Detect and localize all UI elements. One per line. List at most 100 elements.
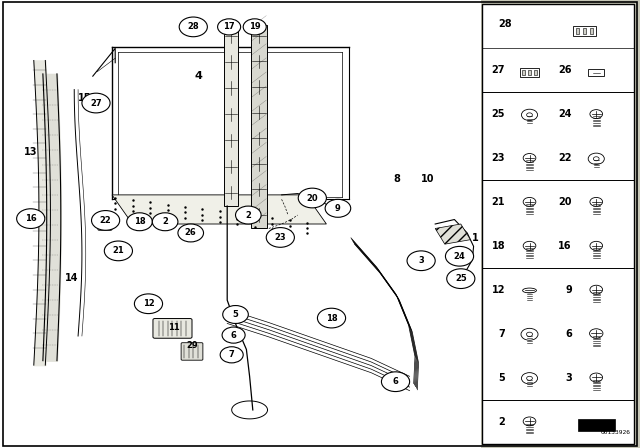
Bar [576, 28, 579, 34]
Circle shape [407, 251, 435, 271]
Text: 29: 29 [186, 341, 198, 350]
FancyBboxPatch shape [153, 319, 192, 338]
Text: 26: 26 [559, 65, 572, 75]
Circle shape [522, 373, 538, 384]
Text: 5: 5 [232, 310, 239, 319]
Circle shape [527, 332, 532, 336]
Bar [534, 70, 537, 75]
Circle shape [82, 93, 110, 113]
Circle shape [522, 109, 538, 121]
Circle shape [381, 372, 410, 392]
Text: 21: 21 [113, 246, 124, 255]
Circle shape [445, 246, 474, 266]
Ellipse shape [523, 288, 536, 293]
Bar [522, 70, 525, 75]
Bar [482, 4, 634, 444]
Polygon shape [112, 195, 326, 224]
Text: 10: 10 [420, 174, 435, 184]
Circle shape [521, 328, 538, 340]
Circle shape [223, 306, 248, 323]
Text: 2: 2 [162, 217, 168, 226]
Bar [224, 25, 238, 206]
Text: 2: 2 [499, 417, 505, 426]
Circle shape [527, 113, 532, 117]
Text: 14: 14 [65, 273, 79, 283]
Text: 23: 23 [492, 153, 505, 163]
Text: 8: 8 [394, 174, 400, 184]
Text: 28: 28 [188, 22, 199, 31]
Circle shape [325, 199, 351, 217]
Circle shape [92, 211, 120, 230]
Text: 1: 1 [472, 233, 479, 243]
Text: 16: 16 [559, 241, 572, 251]
Circle shape [298, 188, 326, 208]
Text: 25: 25 [492, 109, 505, 119]
Circle shape [134, 294, 163, 314]
FancyBboxPatch shape [181, 343, 203, 360]
Text: 7: 7 [229, 350, 234, 359]
Bar [583, 28, 586, 34]
Circle shape [523, 198, 536, 207]
Text: 23: 23 [275, 233, 286, 242]
Circle shape [590, 110, 603, 118]
Circle shape [593, 157, 599, 161]
Circle shape [317, 308, 346, 328]
Text: 11: 11 [168, 323, 180, 332]
Circle shape [218, 19, 241, 35]
Text: 15: 15 [78, 93, 92, 103]
Circle shape [222, 327, 245, 343]
Text: 24: 24 [454, 252, 465, 261]
Circle shape [590, 241, 603, 250]
Circle shape [447, 269, 475, 289]
Polygon shape [435, 224, 470, 244]
Text: 5: 5 [499, 373, 505, 383]
Text: 4: 4 [195, 71, 202, 81]
Circle shape [588, 153, 604, 164]
Text: 13: 13 [24, 147, 38, 157]
Text: 12: 12 [492, 285, 505, 295]
Text: 22: 22 [559, 153, 572, 163]
Circle shape [266, 228, 294, 247]
Text: 20: 20 [559, 197, 572, 207]
Text: 26: 26 [185, 228, 196, 237]
Bar [579, 419, 616, 431]
Text: 28: 28 [498, 19, 511, 29]
Circle shape [523, 417, 536, 426]
Circle shape [527, 376, 532, 380]
Circle shape [590, 198, 603, 207]
Text: 24: 24 [559, 109, 572, 119]
Text: 20: 20 [307, 194, 318, 202]
Text: 3: 3 [565, 373, 572, 383]
Text: 6: 6 [230, 331, 237, 340]
Bar [528, 70, 531, 75]
Circle shape [236, 206, 261, 224]
Circle shape [104, 241, 132, 261]
Text: 18: 18 [326, 314, 337, 323]
Bar [588, 69, 604, 76]
Circle shape [17, 209, 45, 228]
Circle shape [178, 224, 204, 242]
Circle shape [220, 347, 243, 363]
Bar [0, 0, 481, 448]
Circle shape [589, 329, 603, 338]
Text: 2: 2 [245, 211, 252, 220]
Text: 18: 18 [134, 217, 145, 226]
Circle shape [590, 373, 603, 382]
Circle shape [127, 213, 152, 231]
Text: 18: 18 [492, 241, 505, 251]
Text: 00133926: 00133926 [600, 431, 630, 435]
Circle shape [523, 154, 536, 162]
Bar [520, 68, 540, 77]
FancyBboxPatch shape [98, 216, 112, 230]
Text: 3: 3 [419, 256, 424, 265]
Text: 16: 16 [25, 214, 36, 223]
Text: 9: 9 [565, 285, 572, 295]
Circle shape [179, 17, 207, 37]
Text: 7: 7 [499, 329, 505, 339]
Bar [590, 28, 593, 34]
Text: 9: 9 [335, 204, 340, 213]
Text: 12: 12 [143, 299, 154, 308]
Text: 17: 17 [223, 22, 235, 31]
Circle shape [523, 241, 536, 250]
Bar [573, 26, 596, 36]
